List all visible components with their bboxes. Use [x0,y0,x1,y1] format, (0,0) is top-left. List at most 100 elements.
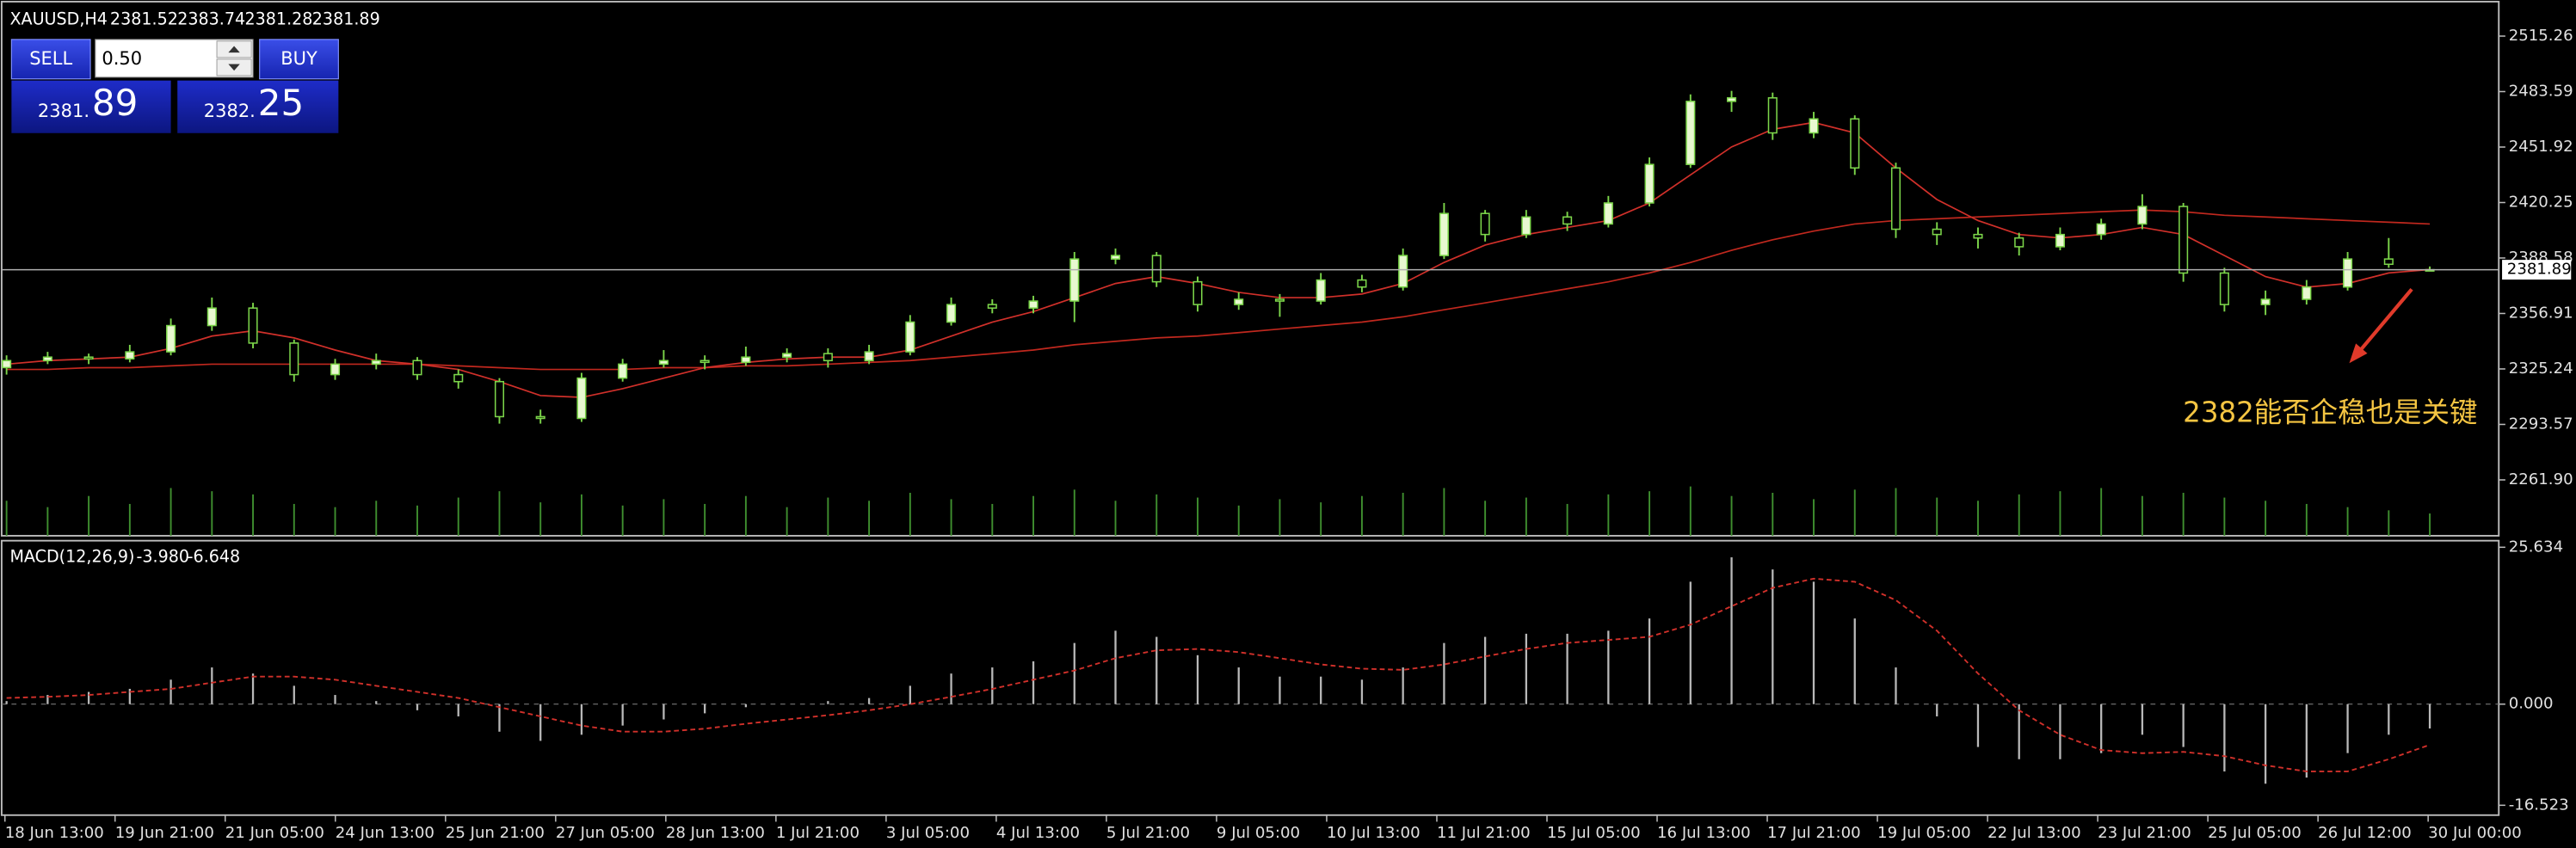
candle-body [371,359,381,366]
candle-body [987,304,997,309]
candle-body [1973,233,1983,239]
candle-body [166,324,176,353]
x-tick-label: 10 Jul 13:00 [1327,824,1420,842]
candle-body [1850,118,1860,169]
x-tick-label: 19 Jun 21:00 [115,824,214,842]
candle-body [1685,101,1696,165]
x-tick-label: 27 Jun 05:00 [556,824,655,842]
candle-body [289,342,299,376]
candle-body [206,307,217,327]
open-value: 2381.52 [110,9,178,28]
candle-body [946,304,957,323]
main-panel-frame [0,0,2500,537]
x-tick-label: 15 Jul 05:00 [1547,824,1641,842]
candle-body [412,359,422,376]
y-tick-label: 0.000 [2509,695,2554,713]
candle-body [330,363,341,376]
macd-main-value: -3.980 [136,546,189,566]
y-tick-label: 2451.92 [2509,138,2573,156]
candle-body [1890,167,1901,230]
candle-body [1274,298,1285,302]
sell-label[interactable]: SELL [29,47,72,69]
x-tick-label: 21 Jun 05:00 [225,824,324,842]
annotation-arrow [2357,287,2413,353]
candle-body [1151,255,1162,283]
candle-body [2014,237,2024,248]
x-tick-label: 19 Jul 05:00 [1877,824,1971,842]
candle-body [2302,286,2312,300]
x-tick-label: 23 Jul 21:00 [2098,824,2191,842]
candle-body [1110,255,1121,260]
candle-body [2096,223,2106,236]
lot-value[interactable]: 0.50 [102,47,142,69]
candle-body [823,353,833,362]
candle-body [1028,300,1038,309]
y-tick-label: 2293.57 [2509,415,2573,433]
x-tick-label: 17 Jul 21:00 [1767,824,1861,842]
candle-body [782,353,792,358]
candle-body [1932,228,1942,236]
trade-panel: SELL 0.50 BUY 2381. 89 2382. 25 [10,39,339,133]
price-label-box [2502,260,2572,280]
candle-body [1357,279,1367,288]
y-tick-label: 25.634 [2509,538,2563,556]
candle-body [1767,97,1778,134]
x-tick-label: 18 Jun 13:00 [5,824,104,842]
annotation-arrowhead [2349,343,2368,364]
buy-button[interactable] [259,39,339,80]
sell-button[interactable] [10,39,91,80]
x-tick-label: 25 Jun 21:00 [446,824,545,842]
candle-body [618,363,628,379]
macd-panel-frame [0,539,2500,816]
x-tick-label: 24 Jun 13:00 [336,824,434,842]
candle-body [1809,118,1819,134]
candle-body [494,380,505,418]
y-tick-label: 2483.59 [2509,82,2573,100]
x-tick-label: 22 Jul 13:00 [1987,824,2081,842]
candle-body [741,356,751,364]
candle-body [1316,279,1326,302]
sell-price-head: 2381. [38,100,89,121]
price-label: 2381.89 [2507,261,2572,279]
buy-price-head: 2382. [204,100,256,121]
candle-body [1562,216,1573,225]
y-tick-label: 2356.91 [2509,304,2573,322]
candle-body [2343,258,2353,288]
candle-body [2219,272,2229,305]
low-value: 2381.28 [245,9,313,28]
buy-label[interactable]: BUY [280,47,317,69]
buy-price-box[interactable] [177,80,339,133]
candle-body [699,359,710,364]
candle-body [864,351,874,362]
buy-price-tail: 25 [258,82,304,124]
candle-body [1192,280,1203,305]
x-tick-label: 28 Jun 13:00 [666,824,765,842]
macd-title: MACD(12,26,9) [9,546,134,566]
spinner-arrows [228,46,240,71]
candle-body [535,415,545,420]
candle-body [1069,258,1080,302]
candle-body [658,359,669,366]
x-tick-label: 1 Jul 21:00 [776,824,860,842]
candle-body [2383,258,2394,266]
candle-body [1398,255,1408,288]
candle-body [905,321,915,353]
sell-price-box[interactable] [11,80,171,133]
y-tick-label: 2420.25 [2509,193,2573,211]
x-tick-label: 3 Jul 05:00 [886,824,970,842]
x-tick-label: 25 Jul 05:00 [2208,824,2302,842]
candle-body [2055,233,2065,248]
y-tick-label: -16.523 [2509,796,2569,814]
annotation: 2382能否企稳也是关键 [2183,396,2477,429]
candle-body [1521,216,1531,236]
close-value: 2381.89 [312,9,380,28]
x-tick-label: 11 Jul 21:00 [1437,824,1531,842]
candle-body [1727,97,1737,102]
candle-body [248,307,258,344]
macd-signal-value: -6.648 [188,546,241,566]
candle-body [42,356,52,362]
candle-body [1439,212,1449,256]
